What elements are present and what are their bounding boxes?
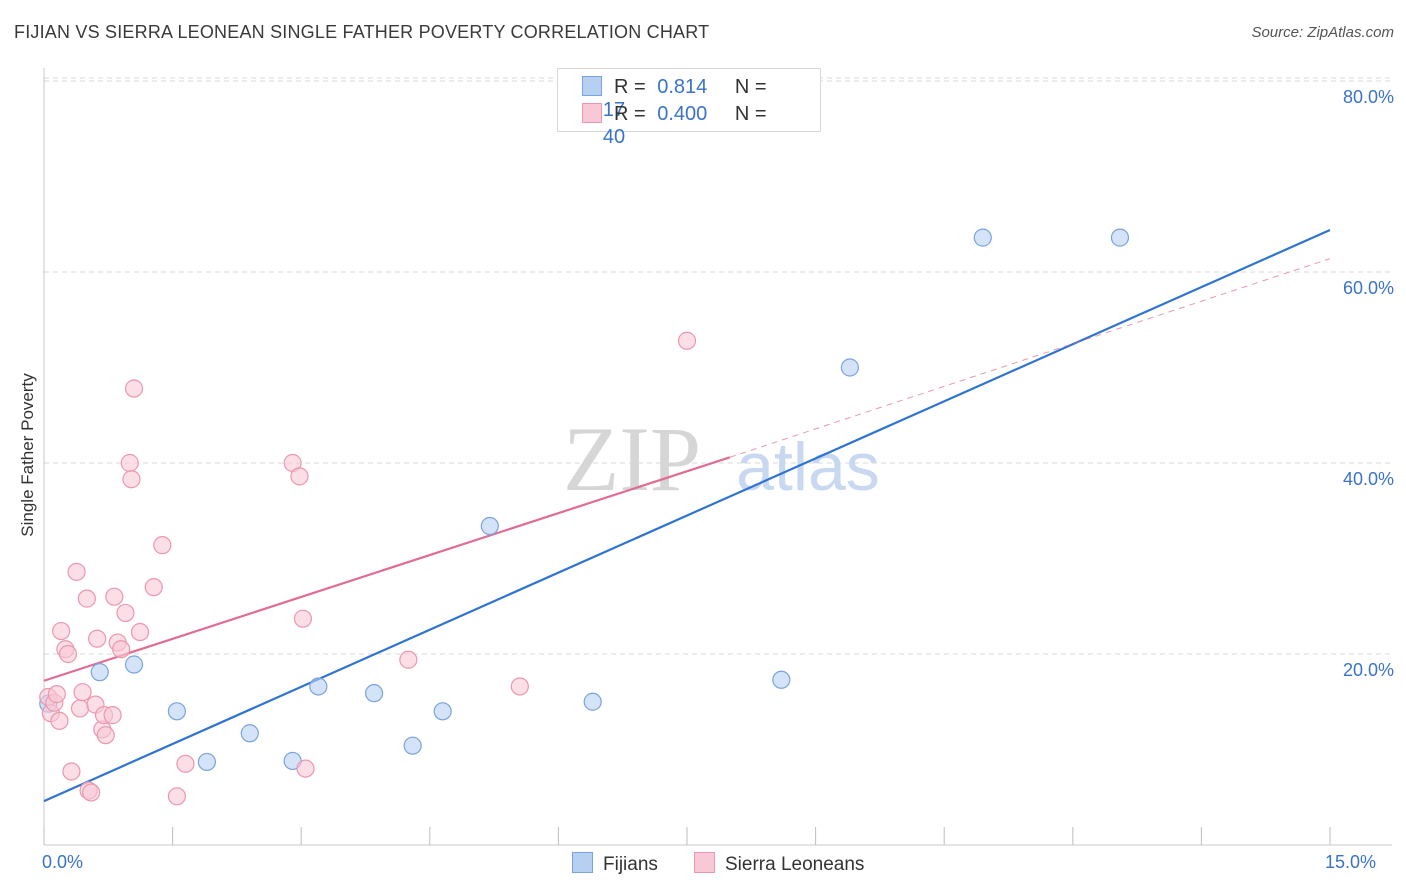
fijians-swatch-icon xyxy=(582,76,602,96)
x-tick-label-min: 0.0% xyxy=(42,852,84,872)
sierra-leonean-point xyxy=(120,453,139,473)
sierra-leonean-point xyxy=(77,589,96,608)
trend-line xyxy=(43,456,731,682)
x-tick-label-max: 15.0% xyxy=(1325,852,1377,872)
trend-line xyxy=(43,228,1331,803)
sierra-leonean-point xyxy=(677,331,697,350)
legend-row-sierra-leoneans: R = 0.400 N = 40 xyxy=(582,103,820,149)
legend-r-value: 0.814 xyxy=(657,76,708,98)
sierra-leonean-point xyxy=(510,677,529,696)
fijians-point xyxy=(309,677,328,696)
fijians-point xyxy=(840,358,859,377)
sierra-leonean-point xyxy=(62,762,81,781)
sierra-leonean-point xyxy=(124,379,144,398)
sierra-leonean-point xyxy=(122,470,141,489)
fijians-point xyxy=(240,724,259,743)
sierra-leonean-point xyxy=(82,783,101,802)
sierra-leonean-point xyxy=(88,629,107,648)
source-label: Source: ZipAtlas.com xyxy=(1251,24,1394,41)
sierra-leonean-point xyxy=(399,650,418,669)
sierra-leonean-point xyxy=(116,603,135,623)
trend-line-extension xyxy=(729,258,1331,458)
sierra-leonean-point xyxy=(105,587,124,606)
fijians-point xyxy=(197,752,216,772)
fijians-point xyxy=(583,692,602,711)
sierra-leonean-point xyxy=(96,726,115,745)
sierra-leonean-point xyxy=(130,622,150,642)
grid-lines xyxy=(44,77,1392,655)
sierra-leoneans-swatch-icon xyxy=(582,103,602,123)
sierra-leonean-point xyxy=(167,787,186,806)
legend-r-label: R = xyxy=(614,103,646,125)
sierra-leonean-point xyxy=(290,467,309,486)
sierra-leonean-point xyxy=(153,536,172,555)
sierra-leonean-point xyxy=(296,759,315,778)
legend-item-fijians[interactable]: Fijians xyxy=(572,852,658,876)
sierra-leonean-point xyxy=(50,711,69,730)
fijians-point xyxy=(1110,228,1130,247)
fijians-point xyxy=(403,736,422,755)
fijians-legend-icon xyxy=(572,852,593,873)
y-tick-label: 40.0% xyxy=(1342,469,1394,489)
data-points xyxy=(39,228,1130,806)
sierra-leonean-point xyxy=(67,562,86,581)
y-tick-label: 60.0% xyxy=(1342,278,1394,298)
legend-item-sierra-leoneans[interactable]: Sierra Leoneans xyxy=(694,852,864,876)
sierra-leonean-point xyxy=(103,706,122,725)
fijians-point xyxy=(433,702,452,721)
chart-title: FIJIAN VS SIERRA LEONEAN SINGLE FATHER P… xyxy=(14,22,710,42)
sierra-leonean-point xyxy=(73,683,92,702)
sierra-leonean-point xyxy=(112,640,131,659)
legend-label-fijians: Fijians xyxy=(603,854,658,875)
legend-n-value: 40 xyxy=(602,126,626,148)
trend-lines xyxy=(43,228,1331,803)
fijians-point xyxy=(973,228,992,247)
fijians-point xyxy=(167,702,186,721)
sierra-leonean-point xyxy=(52,621,71,641)
fijians-point xyxy=(364,684,384,703)
legend-r-label: R = xyxy=(614,76,646,98)
fijians-point xyxy=(772,670,791,689)
sierra-leonean-point xyxy=(47,685,66,704)
sierra-leonean-point xyxy=(58,644,78,664)
legend-n-label: N = xyxy=(734,103,767,125)
fijians-point xyxy=(480,516,499,536)
legend-label-sierra-leoneans: Sierra Leoneans xyxy=(725,854,865,875)
fijians-point xyxy=(90,663,109,682)
y-axis-label: Single Father Poverty xyxy=(18,373,37,537)
legend-n-value: 17 xyxy=(602,99,626,121)
sierra-leoneans-legend-icon xyxy=(694,852,715,873)
sierra-leonean-point xyxy=(144,578,163,597)
legend-r-value: 0.400 xyxy=(657,103,708,125)
sierra-leonean-point xyxy=(176,754,195,773)
legend-n-label: N = xyxy=(734,76,767,98)
watermark-zip: ZIP xyxy=(563,408,701,510)
legend-row-fijians: R = 0.814 N = 17 xyxy=(582,76,820,122)
sierra-leonean-point xyxy=(293,609,313,628)
fijians-point xyxy=(124,655,144,674)
sierra-leonean-point xyxy=(70,699,90,718)
correlation-legend: R = 0.814 N = 17 R = 0.400 N = 40 xyxy=(557,68,821,148)
y-tick-label: 80.0% xyxy=(1342,87,1394,107)
y-tick-label: 20.0% xyxy=(1342,660,1394,680)
